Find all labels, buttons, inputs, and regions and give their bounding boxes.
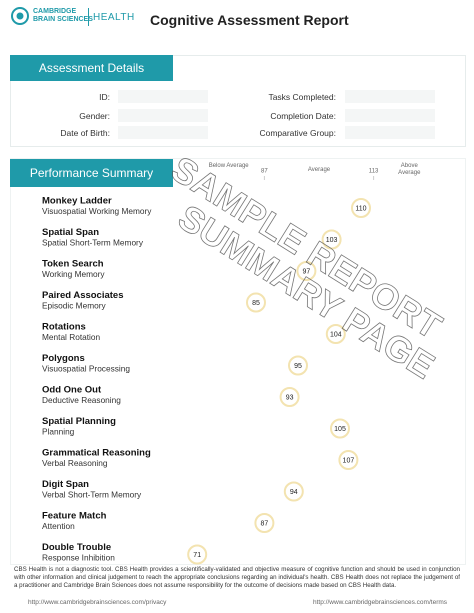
field-box xyxy=(118,90,208,103)
task-name: Token Search xyxy=(42,259,104,270)
score-label: 107 xyxy=(343,457,355,464)
task-domain: Visuospatial Working Memory xyxy=(42,206,152,216)
field-label: Gender: xyxy=(79,111,110,121)
logo-line2: BRAIN SCIENCES xyxy=(33,16,93,23)
task-domain: Episodic Memory xyxy=(42,301,106,311)
task-domain: Verbal Short-Term Memory xyxy=(42,490,142,500)
field-label: Tasks Completed: xyxy=(268,92,336,102)
score-label: 93 xyxy=(286,394,294,401)
score-label: 103 xyxy=(326,237,338,244)
score-dot xyxy=(296,261,317,281)
score-label: 95 xyxy=(294,363,302,370)
score-dot xyxy=(338,450,359,470)
task-name: Spatial Span xyxy=(42,227,99,238)
privacy-url: http://www.cambridgebrainsciences.com/pr… xyxy=(28,599,167,606)
task-domain: Attention xyxy=(42,521,75,531)
task-domain: Mental Rotation xyxy=(42,332,100,342)
field-label: ID: xyxy=(99,92,110,102)
score-label: 94 xyxy=(290,489,298,496)
field-box xyxy=(345,90,435,103)
zone-label: Below Average xyxy=(208,163,249,169)
tick-label: 113 xyxy=(369,169,379,175)
score-label: 87 xyxy=(261,520,269,527)
brand: HEALTH xyxy=(93,12,135,23)
task-domain: Planning xyxy=(42,427,75,437)
score-label: 110 xyxy=(355,205,366,212)
field-label: Completion Date: xyxy=(270,111,336,121)
task-name: Digit Span xyxy=(42,479,89,490)
report-title: Cognitive Assessment Report xyxy=(150,12,349,28)
score-dot xyxy=(288,355,308,376)
score-label: 71 xyxy=(193,552,201,559)
score-dot xyxy=(325,324,346,344)
logo-line1: CAMBRIDGE xyxy=(33,8,77,15)
task-name: Rotations xyxy=(42,322,86,333)
details-panel xyxy=(10,55,466,147)
score-label: 105 xyxy=(334,426,346,433)
details-heading: Assessment Details xyxy=(10,55,173,81)
task-domain: Spatial Short-Term Memory xyxy=(42,238,144,248)
task-domain: Working Memory xyxy=(42,269,105,279)
score-dot xyxy=(283,481,304,502)
summary-heading: Performance Summary xyxy=(10,159,173,187)
field-box xyxy=(345,109,435,122)
field-box xyxy=(118,126,208,139)
score-dot xyxy=(330,418,350,439)
score-dot xyxy=(321,229,342,250)
zone-label: Above Average xyxy=(398,163,421,176)
task-name: Monkey Ladder xyxy=(42,196,112,207)
task-domain: Deductive Reasoning xyxy=(42,395,121,405)
task-name: Double Trouble xyxy=(42,542,111,553)
logo-text: CAMBRIDGE BRAIN SCIENCES xyxy=(33,8,93,24)
score-dot xyxy=(351,198,371,218)
task-name: Paired Associates xyxy=(42,290,124,301)
field-label: Date of Birth: xyxy=(60,128,110,138)
logo-icon xyxy=(11,7,29,25)
field-box xyxy=(118,109,208,122)
terms-url: http://www.cambridgebrainsciences.com/te… xyxy=(313,599,448,606)
score-dot xyxy=(279,387,300,407)
task-name: Odd One Out xyxy=(42,385,102,396)
tick-label: 87 xyxy=(261,169,268,175)
summary-panel xyxy=(10,158,466,565)
disclaimer: CBS Health is not a diagnostic tool. CBS… xyxy=(14,566,460,590)
score-dot xyxy=(246,292,266,313)
task-name: Grammatical Reasoning xyxy=(42,448,151,459)
task-name: Polygons xyxy=(42,353,85,364)
score-label: 85 xyxy=(252,300,260,307)
task-name: Spatial Planning xyxy=(42,416,116,427)
score-label: 104 xyxy=(330,331,342,338)
zone-label: Average xyxy=(307,167,331,173)
score-label: 97 xyxy=(303,268,311,275)
field-box xyxy=(345,126,435,139)
task-name: Feature Match xyxy=(42,511,107,522)
field-label: Comparative Group: xyxy=(259,128,336,138)
task-domain: Verbal Reasoning xyxy=(42,458,108,468)
task-domain: Response Inhibition xyxy=(42,553,115,563)
task-domain: Visuospatial Processing xyxy=(42,364,130,374)
score-dot xyxy=(254,513,275,533)
logo-divider xyxy=(88,8,89,26)
score-dot xyxy=(187,544,208,565)
